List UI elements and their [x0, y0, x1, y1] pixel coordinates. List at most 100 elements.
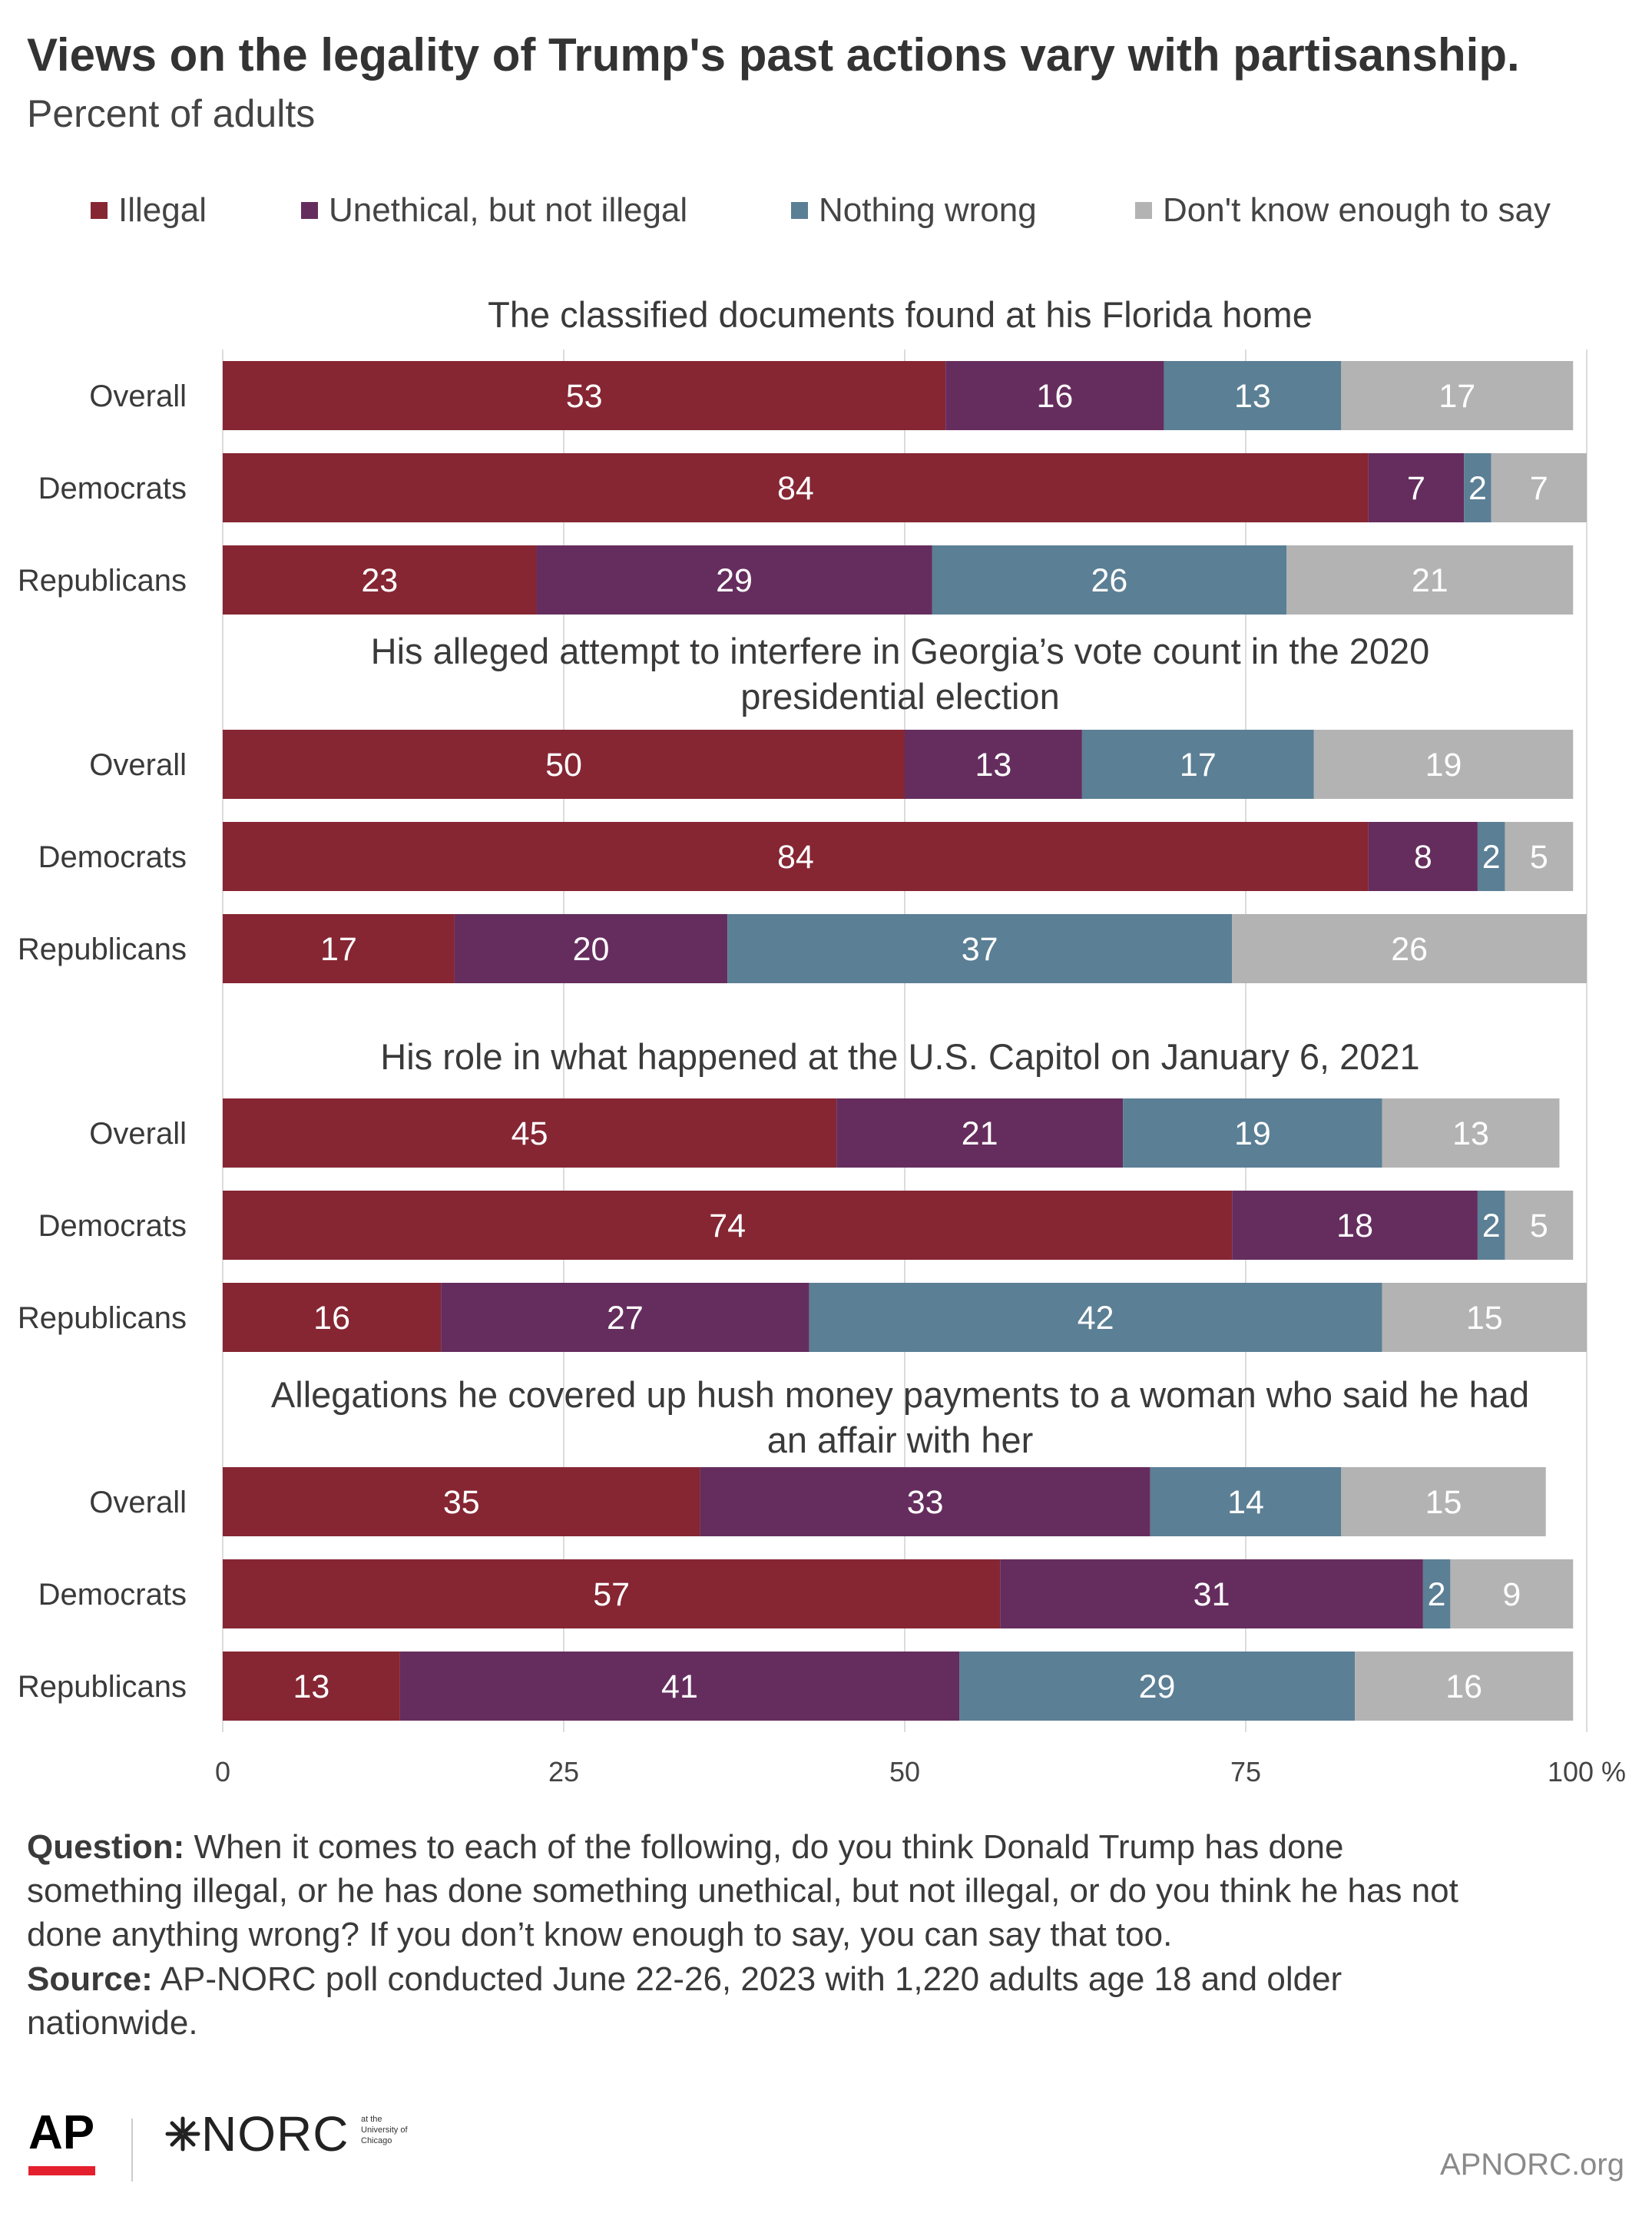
legend-item: Unethical, but not illegal — [301, 191, 687, 229]
bar-row: Republicans 13 41 29 16 — [18, 1652, 1574, 1721]
group-title: Allegations he covered up hush money pay… — [271, 1374, 1529, 1415]
source-line-1: Source: AP-NORC poll conducted June 22-2… — [27, 1960, 1342, 1998]
bar-row: Republicans 23 29 26 21 — [18, 545, 1574, 615]
data-label: 15 — [1425, 1484, 1462, 1521]
data-label: 29 — [1139, 1668, 1176, 1705]
bar-row: Overall 45 21 19 13 — [89, 1098, 1560, 1168]
row-label: Democrats — [38, 840, 187, 874]
norc-logo-small-1: at the — [361, 2115, 382, 2124]
row-label: Overall — [89, 1486, 187, 1519]
bar-segment — [727, 914, 1233, 983]
chart-legend: Illegal Unethical, but not illegal Nothing… — [91, 191, 1551, 229]
bar-row: Republicans 17 20 37 26 — [18, 914, 1587, 983]
bar-segment — [836, 1098, 1124, 1168]
legend-label: Unethical, but not illegal — [329, 191, 687, 229]
bar-segment — [1477, 822, 1505, 891]
data-label: 84 — [777, 470, 814, 507]
row-label: Democrats — [38, 1578, 187, 1612]
data-label: 17 — [1438, 378, 1475, 415]
bar-segment — [223, 1283, 442, 1352]
legend-label: Illegal — [118, 191, 207, 229]
bar-segment — [536, 545, 932, 615]
bar-row: Republicans 16 27 42 15 — [18, 1283, 1587, 1352]
data-label: 20 — [573, 931, 610, 968]
data-label: 29 — [716, 562, 753, 599]
data-label: 31 — [1193, 1576, 1230, 1613]
bar-segment — [1313, 730, 1574, 799]
bar-segment — [1505, 1191, 1574, 1260]
legend-label: Don't know enough to say — [1163, 191, 1551, 229]
bar-segment — [1464, 453, 1491, 522]
data-label: 74 — [709, 1208, 746, 1244]
data-label: 19 — [1425, 747, 1462, 784]
chart-notes: Question: When it comes to each of the f… — [27, 1828, 1458, 2042]
data-label: 2 — [1428, 1576, 1446, 1613]
bar-segment — [945, 361, 1164, 430]
bar-segment — [1382, 1283, 1587, 1352]
bar-segment — [223, 1467, 700, 1536]
bar-segment — [223, 361, 946, 430]
bar-segment — [1232, 1191, 1478, 1260]
data-label: 13 — [293, 1668, 330, 1705]
data-label: 17 — [1180, 747, 1217, 784]
bar-segment — [1286, 545, 1574, 615]
bar-row: Overall 50 13 17 19 — [89, 730, 1574, 799]
data-label: 2 — [1482, 1208, 1501, 1244]
bar-segment — [1341, 1467, 1546, 1536]
bar-segment — [1368, 453, 1465, 522]
bar-row: Democrats 74 18 2 5 — [38, 1191, 1574, 1260]
x-tick-label: 0 — [215, 1756, 230, 1787]
x-tick-label: 100 % — [1548, 1756, 1626, 1787]
row-label: Overall — [89, 1117, 187, 1151]
bar-segment — [454, 914, 728, 983]
data-label: 27 — [607, 1300, 644, 1337]
chart-groups: The classified documents found at his Fl… — [18, 294, 1587, 1721]
apnorc-url[interactable]: APNORC.org — [1440, 2148, 1624, 2182]
data-label: 26 — [1391, 931, 1428, 968]
row-label: Republicans — [18, 933, 187, 966]
chart-subtitle: Percent of adults — [27, 92, 315, 135]
question-line-1: Question: When it comes to each of the f… — [27, 1828, 1343, 1866]
x-tick-label: 25 — [548, 1756, 579, 1787]
bar-segment — [223, 730, 905, 799]
question-group: Allegations he covered up hush money pay… — [18, 1374, 1574, 1721]
group-title: His alleged attempt to interfere in Geor… — [371, 631, 1430, 671]
data-label: 21 — [962, 1115, 998, 1152]
bar-segment — [905, 730, 1082, 799]
data-label: 13 — [1234, 378, 1271, 415]
norc-logo-small-3: Chicago — [361, 2136, 392, 2145]
group-title: The classified documents found at his Fl… — [488, 294, 1313, 335]
norc-logo: NORC — [201, 2106, 349, 2162]
ap-logo: AP — [28, 2106, 94, 2159]
bar-segment — [399, 1652, 960, 1721]
legend-label: Nothing wrong — [819, 191, 1037, 229]
data-label: 7 — [1407, 470, 1425, 507]
data-label: 42 — [1078, 1300, 1114, 1337]
question-group: The classified documents found at his Fl… — [18, 294, 1587, 615]
data-label: 16 — [1036, 378, 1073, 415]
data-label: 23 — [361, 562, 398, 599]
legend-swatch — [791, 202, 808, 219]
bar-row: Democrats 84 8 2 5 — [38, 822, 1574, 891]
data-label: 17 — [320, 931, 357, 968]
x-tick-label: 50 — [889, 1756, 920, 1787]
data-label: 18 — [1336, 1208, 1373, 1244]
data-label: 7 — [1530, 470, 1548, 507]
bar-segment — [441, 1283, 809, 1352]
data-label: 13 — [975, 747, 1012, 784]
row-label: Overall — [89, 379, 187, 413]
question-line-3: done anything wrong? If you don’t know e… — [27, 1916, 1172, 1953]
bar-segment — [223, 1559, 1001, 1628]
row-label: Republicans — [18, 564, 187, 598]
bar-row: Overall 53 16 13 17 — [89, 361, 1574, 430]
bar-row: Overall 35 33 14 15 — [89, 1467, 1546, 1536]
data-label: 26 — [1091, 562, 1127, 599]
legend-swatch — [301, 202, 318, 219]
data-label: 33 — [907, 1484, 944, 1521]
question-line-2: something illegal, or he has done someth… — [27, 1872, 1458, 1910]
legend-item: Illegal — [91, 191, 207, 229]
legend-item: Nothing wrong — [791, 191, 1037, 229]
source-text-1: AP-NORC poll conducted June 22-26, 2023 … — [153, 1960, 1342, 1998]
group-title: an affair with her — [767, 1420, 1034, 1460]
